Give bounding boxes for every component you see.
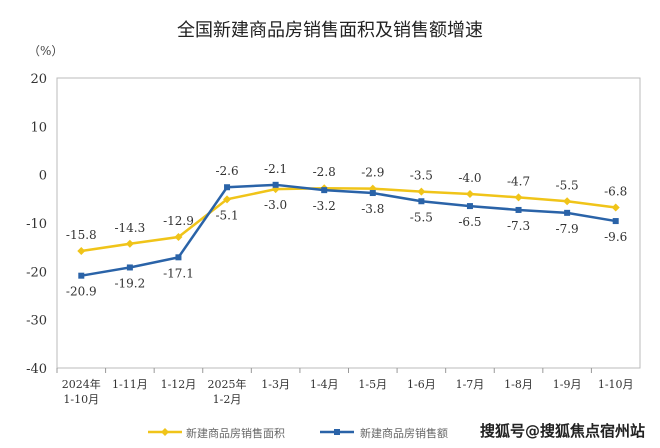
data-label: -2.8	[313, 165, 336, 179]
x-tick-label: 1-2月	[213, 393, 242, 406]
legend-marker	[334, 429, 340, 435]
data-point	[514, 193, 523, 202]
data-label: -19.2	[114, 276, 145, 290]
data-label: -14.3	[114, 221, 145, 235]
y-tick-label: -30	[26, 314, 47, 329]
data-label: -5.1	[215, 208, 238, 222]
data-point	[369, 190, 376, 197]
data-point	[78, 272, 85, 279]
x-tick-label: 1-9月	[553, 378, 582, 391]
data-label: -7.9	[556, 222, 579, 236]
x-tick-label: 1-6月	[407, 378, 436, 391]
x-tick-label: 1-4月	[310, 378, 339, 391]
y-tick-label: 20	[30, 72, 47, 87]
data-label: -2.6	[215, 164, 238, 178]
x-tick-label: 1-10月	[63, 393, 99, 406]
data-label: -7.3	[507, 219, 530, 233]
data-label: -4.0	[458, 171, 481, 185]
data-point	[223, 195, 232, 204]
data-label: -17.1	[163, 266, 194, 280]
data-label: -5.5	[556, 178, 579, 192]
data-label: -3.2	[313, 199, 336, 213]
legend-marker	[161, 428, 169, 436]
data-point	[174, 233, 183, 242]
legend-label-area: 新建商品房销售面积	[186, 427, 285, 440]
data-label: -3.8	[361, 202, 384, 216]
legend-label-amount: 新建商品房销售额	[360, 427, 448, 440]
data-label: -2.1	[264, 162, 287, 176]
data-point	[611, 203, 620, 212]
data-point	[321, 187, 328, 194]
series-line-1	[81, 183, 616, 277]
data-label: -3.5	[410, 169, 433, 183]
data-label: -3.0	[264, 198, 287, 212]
x-tick-label: 1-5月	[358, 378, 387, 391]
x-tick-label: 1-11月	[112, 378, 148, 391]
data-label: -12.9	[163, 214, 194, 228]
data-label: -15.8	[66, 228, 97, 242]
data-label: -5.5	[410, 210, 433, 224]
data-label: -6.5	[458, 215, 481, 229]
x-tick-label: 2025年	[208, 377, 247, 391]
data-point	[417, 187, 426, 196]
series-line-0	[81, 186, 616, 253]
data-label: -20.9	[66, 285, 97, 299]
x-tick-label: 1-3月	[261, 378, 290, 391]
data-point	[564, 209, 571, 216]
data-point	[466, 203, 473, 210]
data-label: -9.6	[604, 230, 627, 244]
watermark: 搜狐号@搜狐焦点宿州站	[480, 422, 646, 440]
chart-title: 全国新建商品房销售面积及销售额增速	[177, 20, 483, 41]
data-point	[126, 264, 133, 271]
x-tick-label: 1-7月	[456, 378, 485, 391]
data-point	[272, 181, 279, 188]
data-point	[515, 206, 522, 213]
data-point	[125, 239, 134, 248]
data-point	[465, 190, 474, 198]
y-tick-label: 0	[39, 169, 47, 184]
y-axis-unit: （%）	[28, 44, 64, 58]
data-label: -6.8	[604, 185, 627, 199]
data-point	[418, 198, 425, 205]
data-point	[77, 247, 86, 256]
x-tick-label: 2024年	[62, 377, 101, 391]
data-point	[224, 184, 231, 191]
data-point	[612, 218, 619, 225]
y-tick-label: 10	[30, 120, 47, 135]
data-point	[175, 254, 182, 261]
x-tick-label: 1-8月	[504, 378, 533, 391]
y-tick-label: -40	[26, 362, 47, 377]
data-point	[563, 197, 572, 206]
x-tick-label: 1-12月	[161, 378, 197, 391]
y-tick-label: -10	[26, 217, 47, 232]
data-label: -4.7	[507, 174, 530, 188]
y-tick-label: -20	[26, 265, 47, 280]
x-tick-label: 1-10月	[598, 378, 634, 391]
data-label: -2.9	[361, 166, 384, 180]
